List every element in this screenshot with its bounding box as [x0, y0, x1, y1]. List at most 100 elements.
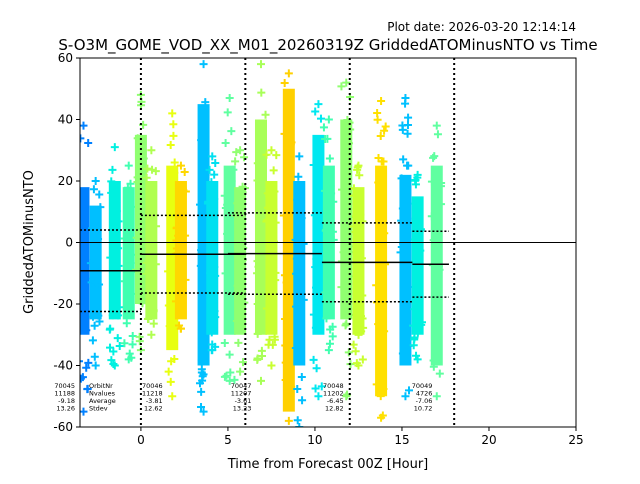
scatter-point	[310, 211, 319, 220]
scatter-point	[149, 319, 158, 328]
scatter-point	[91, 361, 100, 370]
strip-core	[206, 181, 219, 335]
scatter-point	[401, 392, 410, 401]
scatter-point	[234, 338, 243, 347]
scatter-point	[322, 314, 331, 323]
scatter-point	[280, 78, 289, 87]
scatter-point	[413, 355, 422, 364]
scatter-point	[342, 392, 351, 401]
scatter-point	[429, 356, 438, 365]
scatter-point	[205, 165, 214, 174]
scatter-strip	[86, 177, 105, 370]
scatter-point	[128, 332, 137, 341]
scatter-point	[220, 372, 229, 381]
scatter-point	[176, 161, 185, 170]
scatter-strip	[427, 121, 446, 401]
scatter-point	[209, 235, 218, 244]
scatter-point	[378, 364, 387, 373]
scatter-strip	[279, 69, 298, 425]
scatter-point	[325, 249, 334, 258]
scatter-point	[90, 301, 99, 310]
scatter-point	[357, 327, 366, 336]
scatter-point	[178, 254, 187, 263]
scatter-point	[209, 279, 218, 288]
scatter-point	[107, 356, 116, 365]
scatter-point	[176, 324, 185, 333]
scatter-point	[142, 258, 151, 267]
scatter-point	[413, 170, 422, 179]
scatter-point	[197, 246, 206, 255]
scatter-point	[397, 242, 406, 251]
chart-title: S-O3M_GOME_VOD_XX_M01_20260319Z GriddedA…	[58, 36, 597, 55]
scatter-point	[321, 186, 330, 195]
scatter-point	[427, 212, 436, 221]
scatter-point	[337, 257, 346, 266]
orbit-stat-nvalues: 11207	[231, 390, 252, 398]
scatter-point	[236, 146, 245, 155]
orbit-stat-orbit: 70046	[142, 382, 163, 390]
scatter-strip	[105, 143, 124, 370]
scatter-strip	[409, 170, 426, 364]
scatter-point	[428, 261, 437, 270]
scatter-point	[295, 191, 304, 200]
scatter-point	[207, 328, 216, 337]
scatter-point	[211, 271, 220, 280]
scatter-point	[106, 253, 115, 262]
scatter-point	[396, 248, 405, 257]
scatter-point	[225, 93, 234, 102]
scatter-point	[206, 269, 215, 278]
scatter-point	[125, 349, 134, 358]
scatter-point	[267, 361, 276, 370]
scatter-point	[80, 219, 84, 228]
scatter-point	[432, 392, 441, 401]
scatter-point	[295, 232, 304, 241]
scatter-point	[231, 157, 240, 166]
scatter-point	[291, 344, 300, 353]
scatter-point	[204, 197, 213, 206]
x-tick-label: 25	[568, 433, 583, 447]
scatter-point	[210, 263, 219, 272]
scatter-point	[281, 341, 290, 350]
scatter-point	[437, 200, 446, 209]
scatter-point	[413, 328, 422, 337]
scatter-point	[265, 335, 274, 344]
scatter-point	[337, 283, 346, 292]
scatter-point	[149, 306, 158, 315]
scatter-point	[404, 386, 413, 395]
scatter-point	[208, 152, 217, 161]
scatter-point	[138, 299, 147, 308]
scatter-point	[323, 134, 332, 143]
scatter-point	[284, 69, 293, 78]
scatter-point	[324, 115, 333, 124]
scatter-point	[128, 340, 137, 349]
scatter-point	[168, 109, 177, 118]
scatter-point	[147, 246, 156, 255]
orbit-stat-average: -3.61	[235, 397, 252, 405]
scatter-point	[238, 358, 247, 367]
scatter-point	[355, 171, 364, 180]
scatter-point	[178, 191, 187, 200]
scatter-point	[142, 173, 151, 182]
scatter-point	[427, 177, 436, 186]
scatter-point	[147, 330, 156, 339]
scatter-point	[225, 376, 234, 385]
scatter-point	[292, 302, 301, 311]
scatter-point	[110, 233, 119, 242]
scatter-point	[281, 358, 290, 367]
strip-core	[375, 165, 388, 397]
scatter-point	[211, 313, 220, 322]
scatter-point	[80, 280, 85, 289]
scatter-point	[123, 303, 132, 312]
scatter-strip	[372, 97, 390, 422]
scatter-point	[151, 167, 160, 176]
scatter-point	[233, 199, 242, 208]
scatter-point	[120, 277, 129, 286]
scatter-point	[197, 136, 206, 145]
scatter-point	[123, 183, 132, 192]
scatter-point	[179, 186, 188, 195]
scatter-point	[167, 219, 176, 228]
scatter-point	[151, 260, 160, 269]
scatter-point	[309, 160, 318, 169]
